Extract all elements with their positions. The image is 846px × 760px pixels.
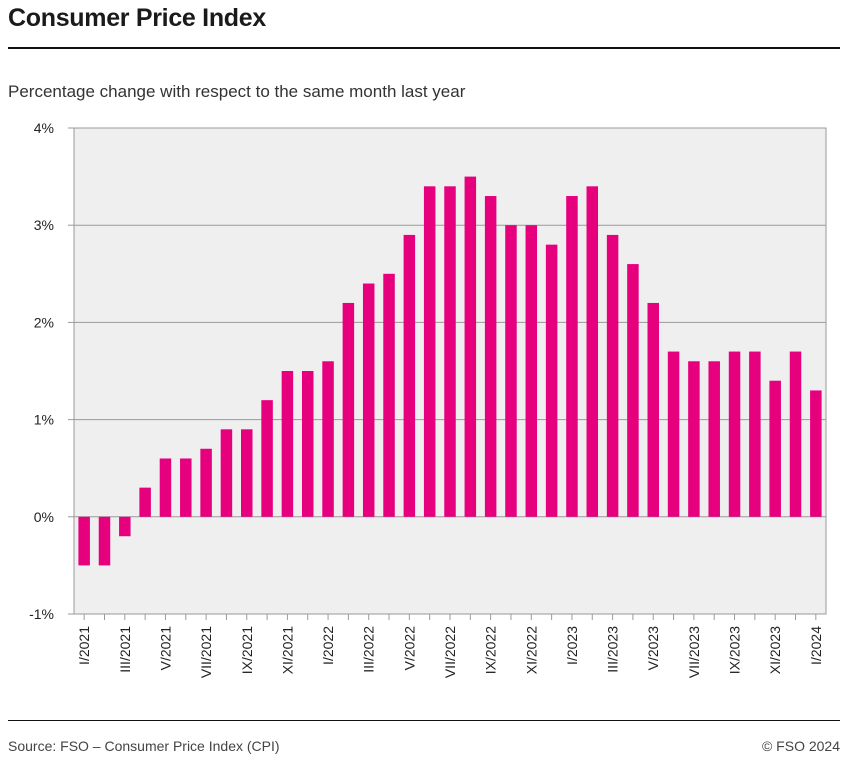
- bar: [362, 283, 375, 517]
- bar: [261, 400, 273, 517]
- bar: [281, 371, 294, 517]
- bar: [220, 429, 233, 517]
- bar: [749, 351, 761, 517]
- x-tick-label: VII/2021: [198, 626, 214, 678]
- x-tick-label: III/2021: [117, 626, 133, 673]
- y-tick-label: 1%: [34, 412, 54, 428]
- bar: [301, 371, 314, 517]
- bar: [464, 176, 477, 517]
- x-tick-label: V/2021: [157, 626, 173, 671]
- bar: [484, 196, 497, 517]
- bar: [78, 516, 90, 566]
- x-tick-label: I/2024: [808, 626, 824, 665]
- x-tick-label: VII/2022: [442, 626, 458, 678]
- bar: [119, 516, 131, 537]
- bar: [180, 458, 192, 517]
- bar: [728, 351, 741, 517]
- bar: [769, 380, 781, 517]
- x-tick-label: III/2022: [361, 626, 377, 673]
- bar: [342, 302, 355, 517]
- x-tick-label: V/2022: [401, 626, 417, 671]
- x-tick-label: III/2023: [605, 626, 621, 673]
- bar: [383, 273, 395, 517]
- cpi-bar-chart: -1% 0% 1% 2% 3% 4% I/2021 III/2021 V/2021 VII/20…: [29, 120, 827, 678]
- x-axis: I/2021 III/2021 V/2021 VII/2021 IX/2021 XI/20…: [76, 614, 824, 678]
- bar: [566, 196, 578, 517]
- y-tick-label: 0%: [34, 509, 54, 525]
- bar: [444, 186, 456, 517]
- bar: [545, 244, 558, 517]
- y-tick-label: -1%: [29, 606, 54, 622]
- source-note: Source: FSO – Consumer Price Index (CPI): [8, 738, 280, 754]
- x-tick-label: I/2023: [564, 626, 580, 665]
- footer-divider: [8, 720, 840, 721]
- x-tick-label: IX/2022: [483, 626, 499, 674]
- bar: [525, 225, 538, 517]
- bar: [647, 302, 659, 517]
- bar: [423, 186, 436, 517]
- bar: [708, 361, 720, 517]
- x-tick-label: I/2021: [76, 626, 92, 665]
- x-tick-label: IX/2023: [727, 626, 743, 674]
- bar: [139, 487, 151, 517]
- x-tick-label: IX/2021: [239, 626, 255, 674]
- bar: [627, 264, 639, 517]
- copyright-note: © FSO 2024: [761, 738, 840, 754]
- bar: [322, 361, 334, 517]
- bar: [241, 429, 253, 517]
- x-tick-label: I/2022: [320, 626, 336, 665]
- bar: [688, 361, 700, 517]
- x-tick-label: V/2023: [645, 626, 661, 671]
- bar: [789, 351, 802, 517]
- chart-subtitle: Percentage change with respect to the sa…: [8, 82, 466, 101]
- bar: [505, 225, 517, 517]
- y-tick-label: 4%: [34, 120, 54, 136]
- y-tick-label: 2%: [34, 314, 54, 330]
- bar: [810, 390, 822, 517]
- bar-series: [78, 176, 822, 566]
- bar: [606, 234, 619, 517]
- bar: [200, 448, 212, 517]
- x-tick-label: VII/2023: [686, 626, 702, 678]
- x-tick-label: XI/2022: [523, 626, 539, 674]
- bar: [586, 186, 599, 517]
- x-tick-label: XI/2023: [767, 626, 783, 674]
- y-tick-label: 3%: [34, 217, 54, 233]
- bar: [667, 351, 680, 517]
- page-title: Consumer Price Index: [8, 4, 266, 32]
- title-divider: [8, 47, 840, 49]
- bar: [159, 458, 172, 517]
- bar: [403, 234, 416, 517]
- x-tick-label: XI/2021: [279, 626, 295, 674]
- y-axis: -1% 0% 1% 2% 3% 4%: [29, 120, 74, 622]
- plot-border: [73, 127, 827, 615]
- bar: [98, 516, 111, 566]
